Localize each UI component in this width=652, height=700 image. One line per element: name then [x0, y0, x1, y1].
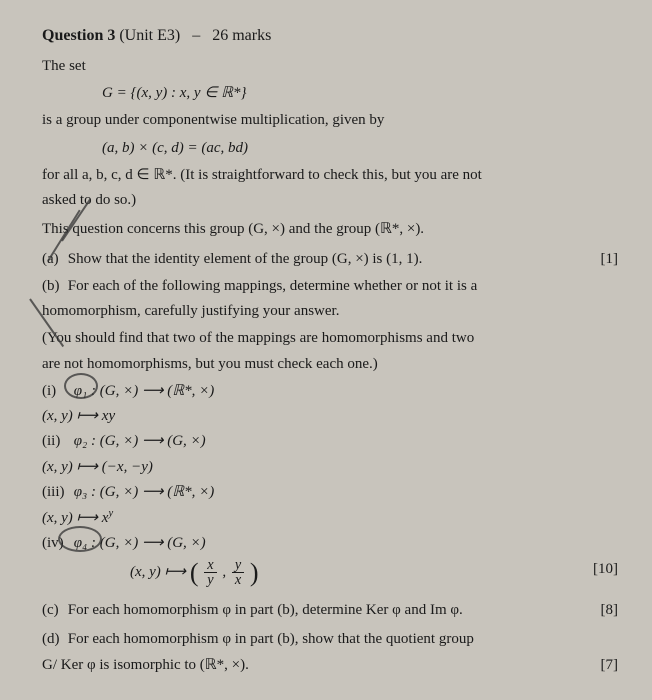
part-d-text1: For each homomorphism φ in part (b), sho…: [68, 631, 474, 647]
sub-iii-map: φ₃ : (G, ×) ⟶ (ℝ*, ×): [74, 484, 214, 500]
sub-ii-num: (ii): [42, 430, 70, 453]
sub-i: (i) φ₁ : (G, ×) ⟶ (ℝ*, ×): [42, 380, 624, 403]
frac-yx-n: y: [235, 557, 241, 573]
sub-ii-rule: (x, y) ⟼ (−x, −y): [42, 456, 624, 479]
frac-xy-n: x: [207, 557, 213, 573]
question-label: Question 3: [42, 27, 115, 44]
sub-iii: (iii) φ₃ : (G, ×) ⟶ (ℝ*, ×): [42, 481, 624, 504]
line-group-intro: is a group under componentwise multiplic…: [42, 109, 624, 132]
part-c: (c) For each homomorphism φ in part (b),…: [42, 599, 624, 622]
sub-iii-rule-exp: y: [108, 508, 113, 519]
sub-i-rule-text: (x, y) ⟼ xy: [42, 408, 115, 424]
hand-circle-iv: [58, 526, 102, 552]
part-b-marks: [10]: [593, 558, 618, 581]
lparen-icon: (: [190, 557, 199, 586]
rparen-icon: ): [250, 557, 259, 586]
part-b-hint1: (You should find that two of the mapping…: [42, 327, 624, 350]
part-c-text: For each homomorphism φ in part (b), det…: [68, 602, 463, 618]
part-d-line2: G/ Ker φ is isomorphic to (ℝ*, ×). [7]: [42, 654, 624, 677]
mult-rule-text: (a, b) × (c, d) = (ac, bd): [102, 140, 248, 156]
frac-xy: x y: [204, 558, 216, 588]
sub-iii-rule: (x, y) ⟼ xy: [42, 506, 624, 530]
total-marks: 26 marks: [212, 27, 271, 44]
line-asked: asked to do so.): [42, 189, 624, 212]
sub-ii-rule-text: (x, y) ⟼ (−x, −y): [42, 459, 153, 475]
unit-label: (Unit E3): [119, 27, 180, 44]
part-b-letter: (b): [42, 275, 64, 298]
exam-page: Question 3 (Unit E3) – 26 marks The set …: [0, 0, 652, 689]
sub-iii-rule-pre: (x, y) ⟼ x: [42, 510, 108, 526]
hand-circle-i: [64, 373, 98, 399]
sub-iv: (iv) φ₄ : (G, ×) ⟶ (G, ×): [42, 532, 624, 555]
sub-ii-map: φ₂ : (G, ×) ⟶ (G, ×): [74, 433, 206, 449]
line-concern: This question concerns this group (G, ×)…: [42, 218, 624, 241]
part-d-marks: [7]: [601, 654, 619, 677]
frac-xy-d: y: [207, 572, 213, 588]
part-c-marks: [8]: [601, 599, 619, 622]
part-a-marks: [1]: [601, 248, 619, 271]
part-b-text2: homomorphism, carefully justifying your …: [42, 300, 624, 323]
part-a: (a) Show that the identity element of th…: [42, 248, 624, 271]
sub-iii-num: (iii): [42, 481, 70, 504]
part-d-text2: G/ Ker φ is isomorphic to (ℝ*, ×).: [42, 657, 249, 673]
part-d: (d) For each homomorphism φ in part (b),…: [42, 628, 624, 651]
dash: –: [192, 27, 200, 44]
sub-ii: (ii) φ₂ : (G, ×) ⟶ (G, ×): [42, 430, 624, 453]
line-the-set: The set: [42, 55, 624, 78]
question-header: Question 3 (Unit E3) – 26 marks: [42, 24, 624, 49]
part-b: (b) For each of the following mappings, …: [42, 275, 624, 298]
iv-comma: ,: [222, 564, 230, 580]
sub-iv-rule-pre: (x, y) ⟼: [130, 564, 190, 580]
part-a-text: Show that the identity element of the gr…: [68, 251, 423, 267]
frac-yx-d: x: [235, 572, 241, 588]
part-d-letter: (d): [42, 628, 64, 651]
sub-iv-rule: (x, y) ⟼ ( x y , y x ) [10]: [130, 558, 624, 588]
set-def-text: G = {(x, y) : x, y ∈ ℝ*}: [102, 85, 247, 101]
sub-i-rule: (x, y) ⟼ xy: [42, 405, 624, 428]
set-definition: G = {(x, y) : x, y ∈ ℝ*}: [102, 82, 624, 105]
mult-rule: (a, b) × (c, d) = (ac, bd): [102, 137, 624, 160]
part-b-hint2: are not homomorphisms, but you must chec…: [42, 353, 624, 376]
part-b-text1: For each of the following mappings, dete…: [68, 278, 477, 294]
line-for-all: for all a, b, c, d ∈ ℝ*. (It is straight…: [42, 164, 624, 187]
frac-yx: y x: [232, 558, 244, 588]
part-c-letter: (c): [42, 599, 64, 622]
